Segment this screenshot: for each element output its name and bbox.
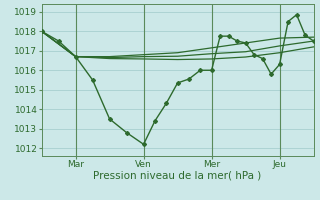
X-axis label: Pression niveau de la mer( hPa ): Pression niveau de la mer( hPa ) (93, 171, 262, 181)
